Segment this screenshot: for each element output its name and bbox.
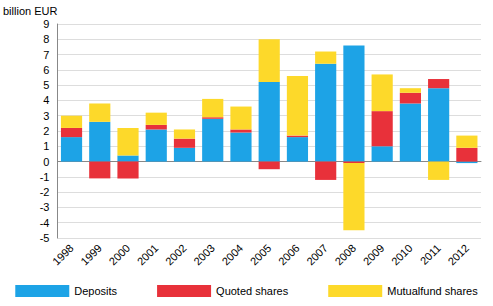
svg-text:9: 9 xyxy=(43,18,49,30)
svg-text:2005: 2005 xyxy=(248,242,274,268)
svg-text:2: 2 xyxy=(43,125,49,137)
svg-text:2003: 2003 xyxy=(191,242,217,268)
svg-text:2007: 2007 xyxy=(304,242,330,268)
svg-text:2001: 2001 xyxy=(135,242,161,268)
svg-text:6: 6 xyxy=(43,64,49,76)
svg-text:5: 5 xyxy=(43,79,49,91)
svg-text:2012: 2012 xyxy=(445,242,471,268)
svg-text:2006: 2006 xyxy=(276,242,302,268)
svg-text:-3: -3 xyxy=(40,201,50,213)
svg-text:4: 4 xyxy=(43,94,49,106)
svg-text:1999: 1999 xyxy=(78,242,104,268)
svg-text:2000: 2000 xyxy=(106,242,132,268)
svg-text:7: 7 xyxy=(43,49,49,61)
svg-text:Mutualfund shares: Mutualfund shares xyxy=(387,285,478,297)
svg-text:-5: -5 xyxy=(40,232,50,244)
svg-text:2011: 2011 xyxy=(418,242,443,267)
svg-text:Deposits: Deposits xyxy=(74,285,117,297)
svg-text:0: 0 xyxy=(43,156,49,168)
svg-text:-4: -4 xyxy=(40,217,50,229)
svg-text:2009: 2009 xyxy=(361,242,387,268)
svg-text:1: 1 xyxy=(43,140,49,152)
svg-text:1998: 1998 xyxy=(50,242,76,268)
svg-text:2002: 2002 xyxy=(163,242,189,268)
svg-text:-2: -2 xyxy=(40,186,50,198)
svg-text:2008: 2008 xyxy=(332,242,358,268)
svg-text:8: 8 xyxy=(43,33,49,45)
svg-text:2004: 2004 xyxy=(219,242,245,268)
svg-text:-1: -1 xyxy=(40,171,50,183)
svg-text:2010: 2010 xyxy=(389,242,415,268)
svg-text:3: 3 xyxy=(43,110,49,122)
svg-text:Quoted shares: Quoted shares xyxy=(216,285,289,297)
svg-text:billion EUR: billion EUR xyxy=(3,5,57,17)
